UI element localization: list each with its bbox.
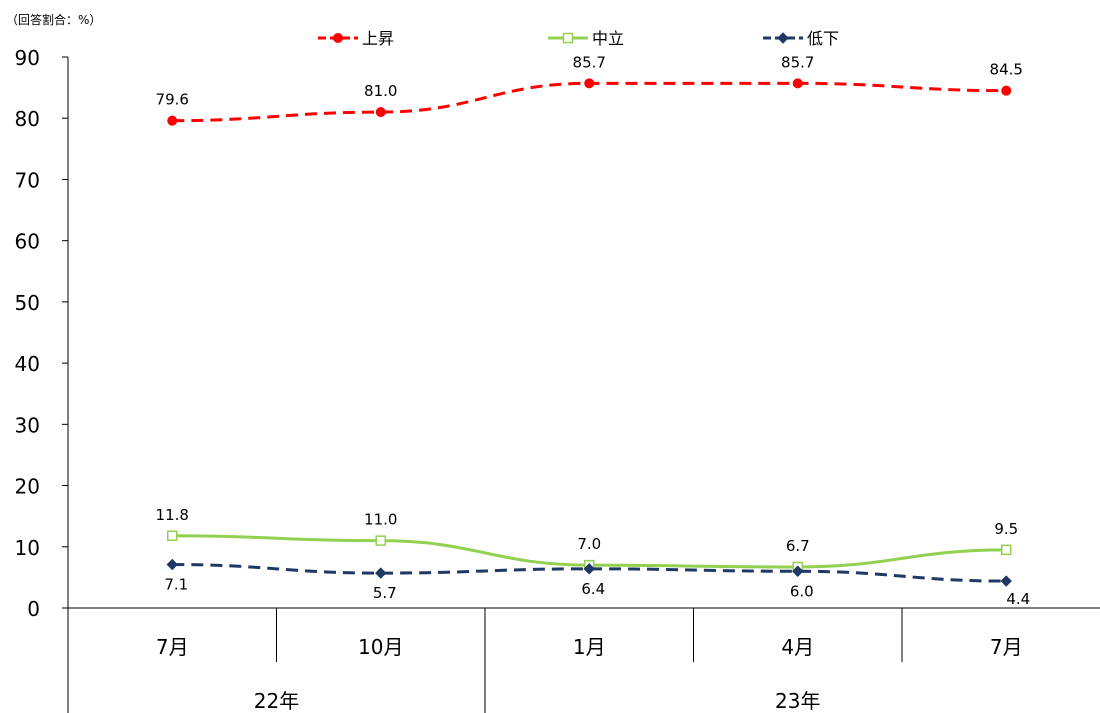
y-tick-label: 70 xyxy=(15,168,40,192)
data-label: 6.7 xyxy=(786,537,810,555)
x-tick-label: 7月 xyxy=(156,635,189,659)
x-year-label: 22年 xyxy=(254,689,299,713)
legend-item-中立: 中立 xyxy=(548,29,624,48)
data-labels: 79.6 81.0 85.7 85.7 84.5 11.8 11.0 7.0 6.7 9.5 7.1… xyxy=(156,53,1031,608)
data-label: 5.7 xyxy=(373,584,397,602)
data-point xyxy=(584,78,595,89)
data-label: 11.0 xyxy=(364,511,397,529)
data-label: 7.0 xyxy=(577,535,601,553)
data-point xyxy=(1001,85,1012,96)
data-label: 85.7 xyxy=(573,53,606,71)
y-tick-label: 30 xyxy=(15,413,40,437)
y-tick-label: 50 xyxy=(15,291,40,315)
series-line xyxy=(172,81,1007,123)
y-axis: 0 10 20 30 40 50 60 70 80 90 xyxy=(15,46,69,621)
legend-marker xyxy=(777,32,789,44)
data-label: 6.4 xyxy=(581,580,605,598)
y-tick-label: 90 xyxy=(15,46,40,70)
x-tick-label: 1月 xyxy=(573,635,606,659)
x-axis: 7月 10月 1月 4月 7月 22年 23年 xyxy=(67,607,1100,713)
data-label: 6.0 xyxy=(790,582,814,600)
data-point xyxy=(375,567,387,579)
data-point xyxy=(1001,544,1012,556)
data-point xyxy=(583,563,595,575)
series-低下 xyxy=(166,558,1012,587)
legend-label: 中立 xyxy=(592,29,624,48)
legend: 上昇 中立 低下 xyxy=(318,29,839,48)
data-label: 4.4 xyxy=(1006,590,1030,608)
y-tick-label: 60 xyxy=(15,230,40,254)
legend-marker xyxy=(562,32,574,44)
data-point xyxy=(792,565,804,577)
legend-label: 低下 xyxy=(807,29,839,48)
x-tick-label: 4月 xyxy=(781,635,814,659)
data-point xyxy=(167,115,178,126)
y-tick-label: 80 xyxy=(15,107,40,131)
series-line xyxy=(172,563,1007,583)
data-label: 81.0 xyxy=(364,82,397,100)
legend-item-低下: 低下 xyxy=(763,29,839,48)
data-label: 9.5 xyxy=(994,520,1018,538)
x-tick-label: 7月 xyxy=(990,635,1023,659)
legend-item-上昇: 上昇 xyxy=(318,29,394,48)
plot-area xyxy=(166,78,1012,587)
legend-marker xyxy=(333,33,343,43)
data-label: 11.8 xyxy=(156,506,189,524)
legend-label: 上昇 xyxy=(362,29,394,48)
y-tick-label: 10 xyxy=(15,536,40,560)
x-year-label: 23年 xyxy=(775,689,820,713)
y-tick-label: 0 xyxy=(27,597,40,621)
data-point xyxy=(1000,575,1012,587)
x-tick-label: 10月 xyxy=(358,635,403,659)
data-label: 79.6 xyxy=(156,91,189,109)
unit-label: （回答割合：%） xyxy=(6,12,101,27)
data-label: 85.7 xyxy=(781,53,814,71)
data-label: 84.5 xyxy=(990,61,1023,79)
data-point xyxy=(792,78,803,89)
data-point xyxy=(375,107,386,118)
data-point xyxy=(167,530,178,542)
y-tick-label: 20 xyxy=(15,475,40,499)
series-上昇 xyxy=(167,78,1012,126)
data-point xyxy=(375,535,386,546)
data-point xyxy=(166,558,178,571)
y-tick-label: 40 xyxy=(15,352,40,376)
data-label: 7.1 xyxy=(164,576,188,594)
